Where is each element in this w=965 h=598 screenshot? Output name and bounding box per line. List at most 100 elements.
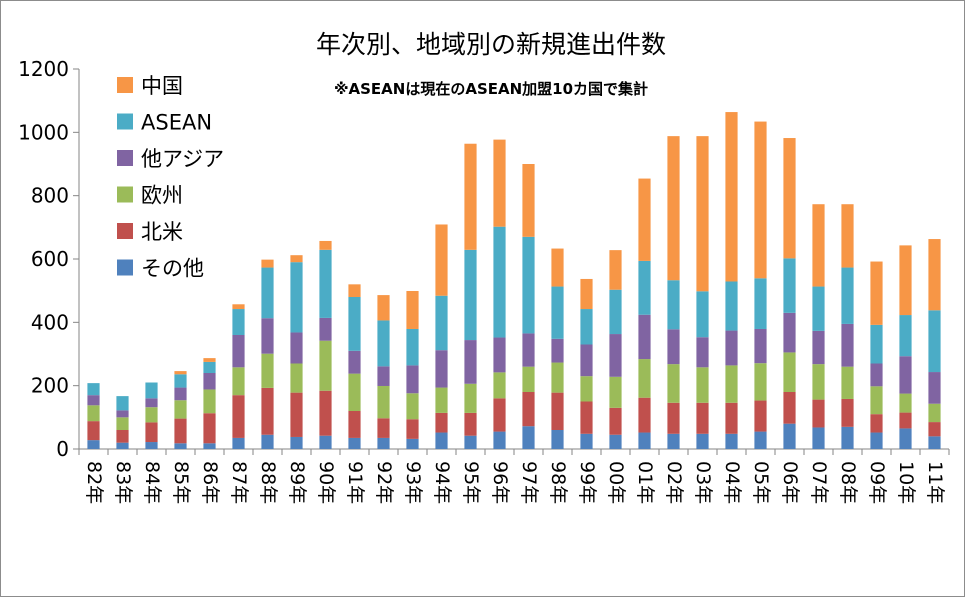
bar-segment xyxy=(812,330,825,365)
x-tick-label: 92年 xyxy=(373,461,395,504)
bar-segment xyxy=(145,422,158,443)
bar-segment xyxy=(261,318,274,354)
x-tick-label: 07年 xyxy=(808,461,830,504)
legend-label: その他 xyxy=(141,257,204,281)
y-axis: 0 200 400 600 800 1000 1200 xyxy=(18,57,80,461)
bar-segment xyxy=(638,359,651,398)
bar-segment xyxy=(928,310,941,373)
bar-segment xyxy=(812,286,825,331)
bar-segment xyxy=(928,372,941,404)
bar-segment xyxy=(551,338,564,363)
bar-segment xyxy=(174,374,187,388)
bar-segment xyxy=(812,399,825,428)
bar-segment xyxy=(377,366,390,386)
bar-segment xyxy=(319,340,332,391)
x-tick-label: 91年 xyxy=(344,461,366,504)
x-tick-label: 99年 xyxy=(576,461,598,504)
chart-note: ※ASEANは現在のASEAN加盟10カ国で集計 xyxy=(334,80,648,98)
bar-segment xyxy=(290,436,303,449)
x-tick-label: 89年 xyxy=(286,461,308,504)
bar-segment xyxy=(464,412,477,436)
bar-segment xyxy=(377,295,390,321)
y-tick-label: 1200 xyxy=(18,57,69,81)
x-tick-label: 06年 xyxy=(779,461,801,504)
bar-segment xyxy=(725,330,738,366)
bar-segment xyxy=(406,365,419,394)
bar-stacks xyxy=(87,112,941,449)
bar-segment xyxy=(870,363,883,387)
bar-segment xyxy=(435,412,448,433)
bar-segment xyxy=(783,392,796,424)
bar-segment xyxy=(899,356,912,394)
bar-segment xyxy=(87,405,100,422)
legend-label: 欧州 xyxy=(141,184,183,208)
y-tick-label: 200 xyxy=(31,374,69,398)
bar-segment xyxy=(406,290,419,329)
bar-segment xyxy=(406,393,419,420)
bar-segment xyxy=(203,361,216,373)
x-axis: 82年 83年 84年 85年 86年 87年 88年 89年 90年 91年 92年 93年 94年 9… xyxy=(78,448,950,504)
bar-segment xyxy=(261,387,274,435)
bar-segment xyxy=(754,363,767,401)
bar-segment xyxy=(870,324,883,364)
bar-segment xyxy=(435,432,448,449)
bar-segment xyxy=(609,334,622,377)
bar-segment xyxy=(464,340,477,384)
bar-segment xyxy=(319,390,332,436)
bar-segment xyxy=(435,350,448,388)
legend-swatch xyxy=(117,150,133,166)
x-tick-label: 90年 xyxy=(315,461,337,504)
bar-segment xyxy=(870,414,883,433)
bar-segment xyxy=(899,245,912,316)
bar-segment xyxy=(261,434,274,449)
chart-title: 年次別、地域別の新規進出件数 xyxy=(316,30,666,59)
bar-segment xyxy=(522,426,535,449)
bar-segment xyxy=(667,433,680,449)
x-tick-label: 88年 xyxy=(257,461,279,504)
bar-segment xyxy=(116,430,129,443)
bar-segment xyxy=(435,387,448,413)
bar-segment xyxy=(638,260,651,315)
bar-segment xyxy=(841,426,854,449)
bar-segment xyxy=(377,437,390,449)
bar-segment xyxy=(609,434,622,449)
bar-segment xyxy=(493,226,506,338)
bar-segment xyxy=(464,249,477,341)
bar-segment xyxy=(667,329,680,365)
bar-segment xyxy=(406,328,419,366)
bar-segment xyxy=(348,297,361,351)
bar-segment xyxy=(638,432,651,449)
x-tick-label: 03年 xyxy=(692,461,714,504)
bar-segment xyxy=(290,392,303,437)
bar-segment xyxy=(928,403,941,423)
bar-segment xyxy=(899,393,912,413)
bar-segment xyxy=(232,367,245,396)
bar-segment xyxy=(667,136,680,281)
bar-segment xyxy=(232,309,245,335)
bar-segment xyxy=(551,392,564,430)
bar-segment xyxy=(696,367,709,403)
x-tick-label: 84年 xyxy=(141,461,163,504)
x-tick-label: 96年 xyxy=(489,461,511,504)
legend-label: ASEAN xyxy=(141,111,212,135)
bar-segment xyxy=(667,280,680,330)
bar-segment xyxy=(609,289,622,335)
bar-segment xyxy=(145,382,158,399)
bar-segment xyxy=(522,333,535,367)
bar-segment xyxy=(696,291,709,338)
bar-segment xyxy=(783,352,796,392)
bar-segment xyxy=(290,363,303,393)
bar-segment xyxy=(551,430,564,449)
bar-segment xyxy=(638,178,651,261)
x-tick-label: 97年 xyxy=(518,461,540,504)
bar-segment xyxy=(899,412,912,429)
bar-segment xyxy=(406,419,419,439)
y-tick-label: 1000 xyxy=(18,120,69,144)
bar-segment xyxy=(174,371,187,375)
bar-segment xyxy=(580,433,593,449)
bar-segment xyxy=(696,402,709,434)
bar-segment xyxy=(203,413,216,444)
bar-segment xyxy=(580,401,593,434)
x-tick-label: 93年 xyxy=(402,461,424,504)
